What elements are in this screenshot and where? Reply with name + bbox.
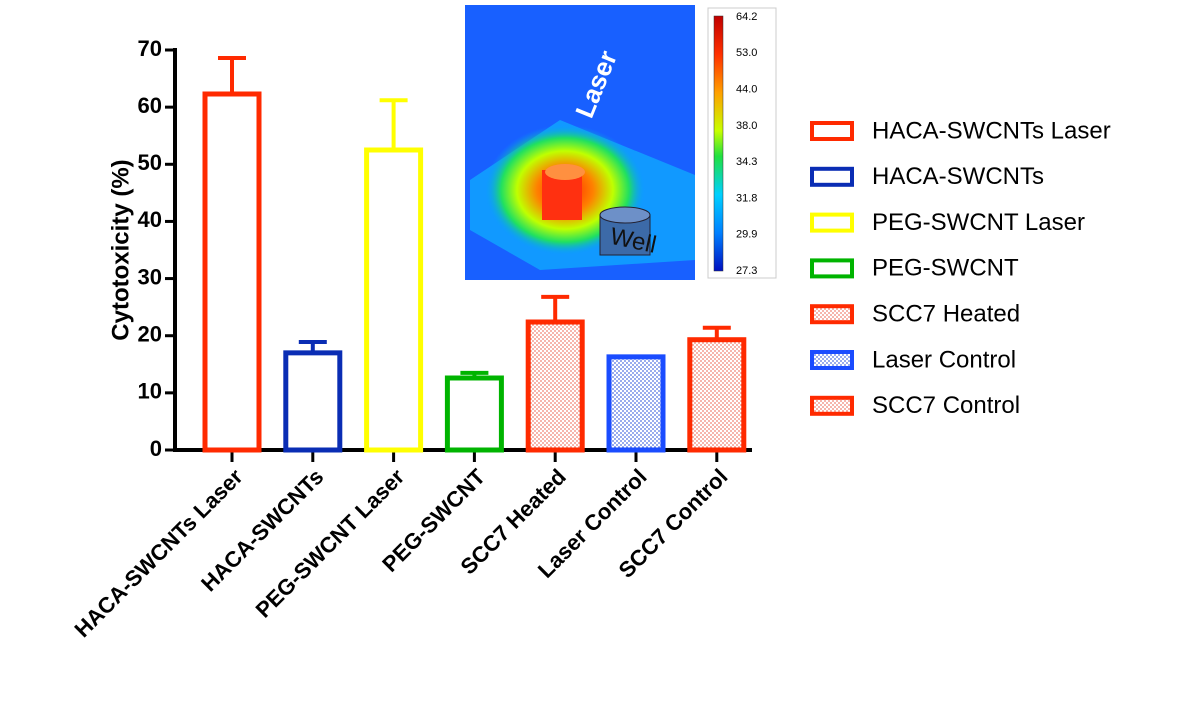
colorbar-label: 34.3: [736, 156, 757, 168]
bar: [286, 353, 340, 450]
y-tick-label: 10: [138, 379, 162, 404]
bar: [205, 94, 259, 450]
colorbar-label: 29.9: [736, 229, 757, 241]
bar: [528, 322, 582, 450]
legend-label: Laser Control: [872, 346, 1016, 373]
bar: [367, 150, 421, 450]
y-tick-label: 0: [150, 436, 162, 461]
heat-top: [545, 164, 585, 180]
legend-label: PEG-SWCNT: [872, 255, 1019, 282]
x-tick-label: PEG-SWCNT Laser: [251, 464, 410, 623]
y-axis-label: Cytotoxicity (%): [107, 159, 134, 340]
chart: Laser Well Cytotoxicity (%) 0 10 20 30 40 50 6…: [0, 0, 1190, 708]
legend-label: HACA-SWCNTs Laser: [872, 117, 1111, 144]
colorbar-label: 53.0: [736, 47, 757, 59]
y-tick-label: 70: [138, 36, 162, 61]
colorbar-label: 44.0: [736, 84, 757, 96]
legend-label: SCC7 Control: [872, 392, 1020, 419]
legend-swatch: [812, 123, 852, 139]
legend-label: PEG-SWCNT Laser: [872, 209, 1085, 236]
colorbar-label: 27.3: [736, 265, 757, 277]
colorbar-label: 64.2: [736, 11, 757, 23]
colorbar: [714, 16, 723, 271]
page: {"chart_data": {"type": "bar", "y_label"…: [0, 0, 1190, 708]
legend-label: SCC7 Heated: [872, 301, 1020, 328]
colorbar-label: 31.8: [736, 192, 757, 204]
y-tick-label: 60: [138, 93, 162, 118]
y-tick-label: 20: [138, 322, 162, 347]
bar: [690, 340, 744, 450]
bar: [609, 357, 663, 450]
legend-swatch: [812, 260, 852, 276]
legend-swatch: [812, 352, 852, 368]
well-top: [600, 207, 650, 223]
legend-swatch: [812, 398, 852, 414]
legend-swatch: [812, 215, 852, 231]
legend-swatch: [812, 306, 852, 322]
y-tick-label: 50: [138, 150, 162, 175]
y-tick-label: 40: [138, 207, 162, 232]
legend-label: HACA-SWCNTs: [872, 163, 1044, 190]
bar: [447, 378, 501, 450]
colorbar-label: 38.0: [736, 120, 757, 132]
y-tick-label: 30: [138, 264, 162, 289]
legend-swatch: [812, 169, 852, 185]
thermal-inset: Laser Well: [465, 5, 776, 280]
